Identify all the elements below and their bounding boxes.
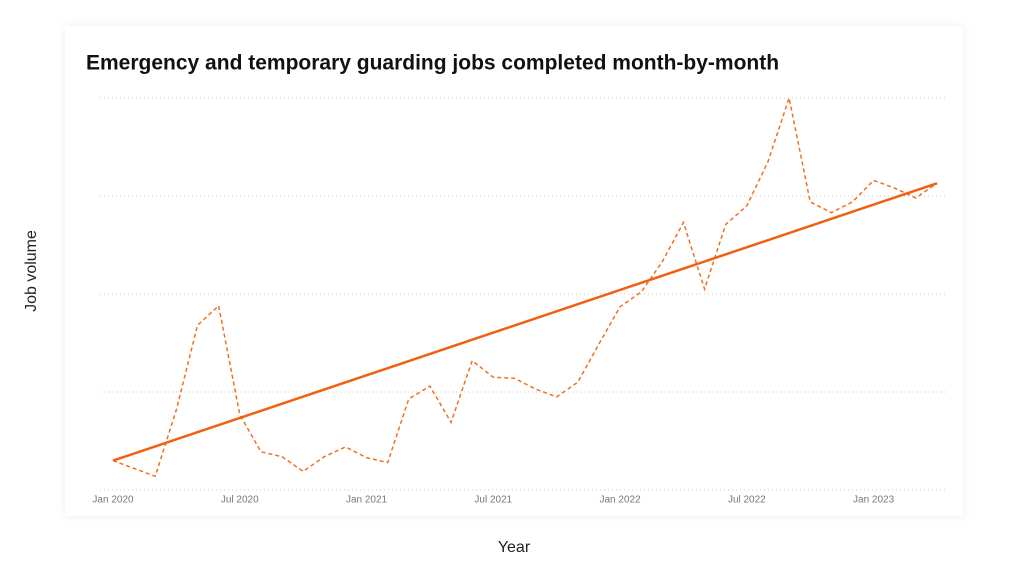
x-tick-label: Jan 2023 [853, 495, 895, 506]
x-tick-label: Jan 2022 [599, 495, 641, 506]
data-line [112, 95, 938, 478]
x-tick-label: Jul 2022 [728, 495, 766, 506]
x-tick-label: Jul 2020 [221, 495, 259, 506]
x-tick-label: Jan 2020 [92, 495, 134, 506]
trend-line [112, 182, 938, 462]
card [65, 26, 963, 516]
chart-title: Emergency and temporary guarding jobs co… [86, 52, 779, 75]
x-axis-label: Year [498, 539, 531, 556]
x-tick-label: Jul 2021 [474, 495, 512, 506]
x-tick-label: Jan 2021 [346, 495, 388, 506]
y-axis-label: Job volume [23, 230, 40, 312]
